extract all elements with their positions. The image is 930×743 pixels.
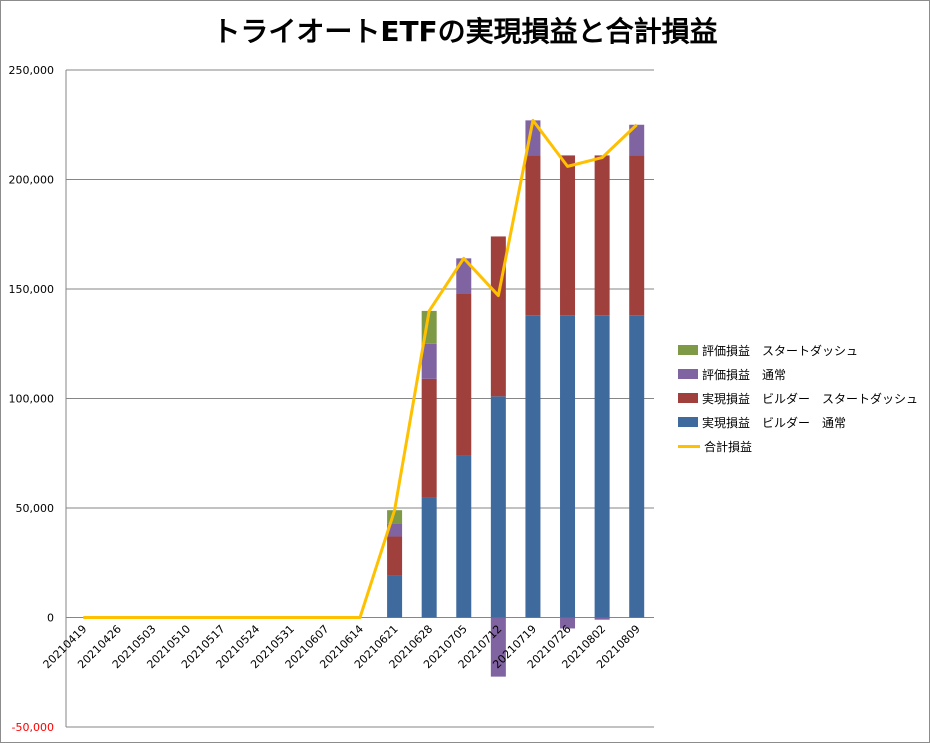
y-tick-label: 250,000	[9, 64, 55, 77]
legend-swatch	[678, 369, 698, 379]
bar-real-start	[456, 293, 472, 456]
bar-real-normal	[560, 315, 576, 618]
bar-real-start	[525, 155, 541, 316]
bar-eval-normal	[490, 617, 506, 677]
chart-title: トライオートETFの実現損益と合計損益	[212, 15, 718, 48]
legend-label: 評価損益 スタートダッシュ	[702, 343, 859, 358]
bar-eval-normal	[456, 258, 472, 294]
legend-item-total: 合計損益	[678, 434, 918, 458]
bar-real-normal	[490, 396, 506, 618]
bar-real-normal	[594, 315, 610, 618]
bar-eval-normal	[421, 343, 437, 379]
legend-swatch	[678, 417, 698, 427]
bar-real-normal	[387, 575, 403, 618]
bar-eval-normal	[594, 617, 610, 620]
bar-real-normal	[629, 315, 645, 618]
legend-label: 評価損益 通常	[702, 367, 787, 382]
chart-legend: 評価損益 スタートダッシュ 評価損益 通常 実現損益 ビルダー スタートダッシュ…	[678, 338, 918, 458]
bar-real-normal	[525, 315, 541, 618]
y-tick-label: 50,000	[16, 502, 55, 515]
y-tick-label: 100,000	[9, 393, 55, 406]
bar-real-normal	[456, 455, 472, 618]
series-line-total	[83, 118, 638, 619]
legend-item-eval-normal: 評価損益 通常	[678, 362, 918, 386]
bar-real-start	[560, 155, 576, 316]
legend-label: 合計損益	[704, 439, 753, 454]
bar-real-start	[629, 155, 645, 316]
y-tick-label: 200,000	[9, 174, 55, 187]
y-tick-label: -50,000	[12, 721, 54, 734]
legend-label: 実現損益 ビルダー スタートダッシュ	[702, 391, 919, 406]
y-tick-label: 150,000	[9, 283, 55, 296]
bar-real-start	[490, 236, 506, 397]
legend-item-real-start: 実現損益 ビルダー スタートダッシュ	[678, 386, 918, 410]
bar-eval-normal	[560, 617, 576, 629]
bar-eval-normal	[629, 124, 645, 156]
legend-swatch-line	[678, 444, 700, 448]
legend-item-eval-start: 評価損益 スタートダッシュ	[678, 338, 918, 362]
bar-real-start	[594, 155, 610, 316]
legend-swatch	[678, 393, 698, 403]
bar-real-start	[387, 536, 403, 576]
bar-real-normal	[421, 497, 437, 618]
legend-item-real-normal: 実現損益 ビルダー 通常	[678, 410, 918, 434]
bar-real-start	[421, 378, 437, 498]
legend-swatch	[678, 345, 698, 355]
y-tick-label: 0	[47, 612, 54, 625]
legend-label: 実現損益 ビルダー 通常	[702, 415, 847, 430]
